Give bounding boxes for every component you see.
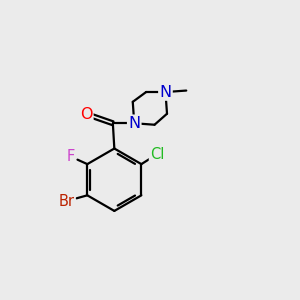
Text: F: F — [67, 149, 75, 164]
Text: Br: Br — [58, 194, 74, 209]
Text: O: O — [80, 107, 92, 122]
Text: Cl: Cl — [150, 147, 164, 162]
Text: N: N — [128, 116, 140, 131]
Text: N: N — [159, 85, 172, 100]
